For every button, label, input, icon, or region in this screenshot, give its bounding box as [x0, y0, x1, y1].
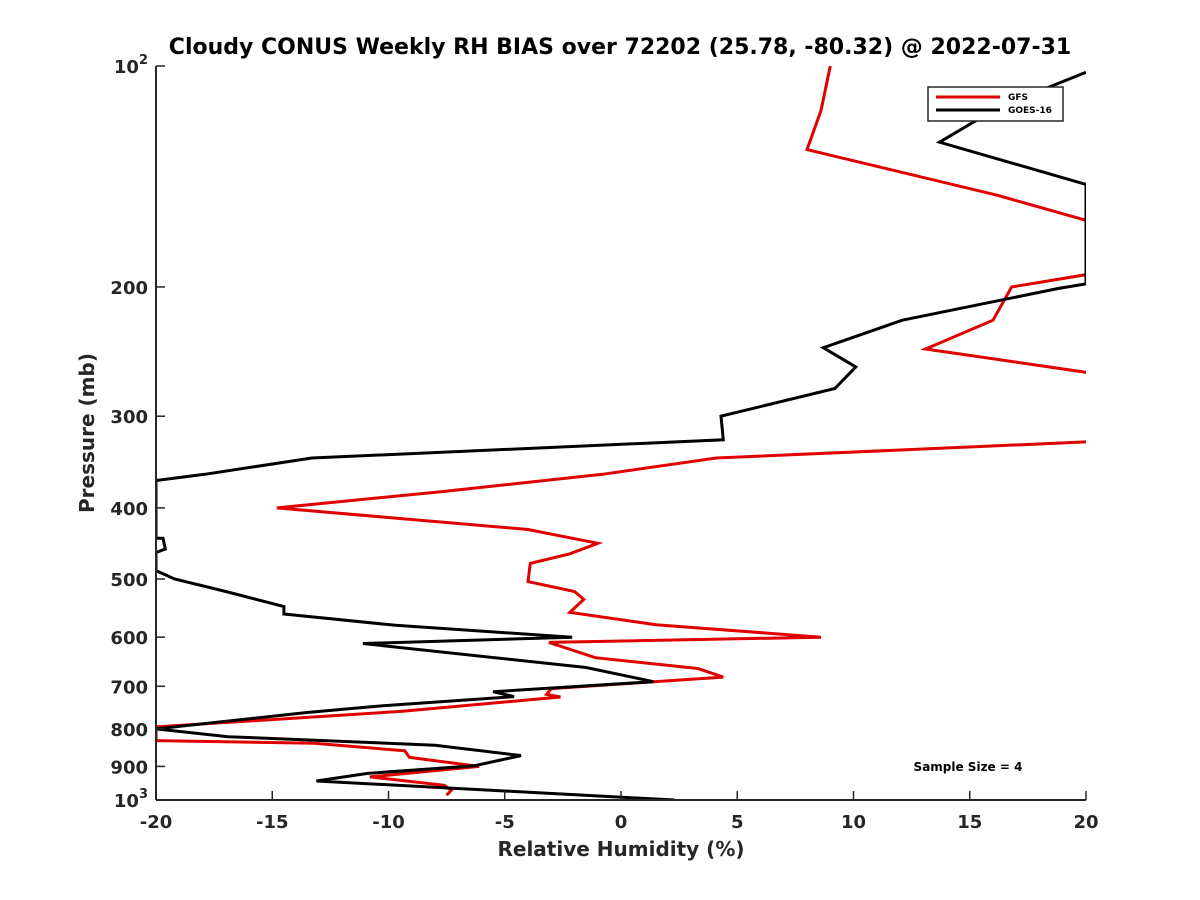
x-tick-label: 20 [1073, 812, 1098, 833]
x-tick-label: -10 [372, 812, 405, 833]
series-line-goes-16 [156, 70, 1086, 800]
x-tick-label: -15 [256, 812, 289, 833]
legend-label: GOES-16 [1008, 106, 1052, 116]
series-layer [156, 66, 1086, 800]
y-tick-label: 300 [110, 407, 148, 428]
x-tick-label: 0 [615, 812, 628, 833]
y-tick-exponent: 3 [139, 787, 148, 802]
x-tick-label: 5 [731, 812, 744, 833]
x-axis-label: Relative Humidity (%) [497, 837, 744, 861]
series-line-gfs [156, 66, 1086, 797]
y-tick-label: 103 [114, 787, 148, 812]
plot-frame [156, 66, 1086, 800]
x-tick-label: -5 [495, 812, 515, 833]
plot-area: -20 -15 -10 -5 0 5 10 15 20 10220030040050060070… [110, 53, 1098, 833]
x-tick-label: 15 [957, 812, 982, 833]
legend-label: GFS [1008, 93, 1028, 103]
y-axis-label: Pressure (mb) [75, 353, 99, 513]
y-tick-label: 600 [110, 628, 148, 649]
y-tick-label: 102 [114, 53, 148, 78]
chart-title: Cloudy CONUS Weekly RH BIAS over 72202 (… [169, 35, 1071, 60]
sample-size-annotation: Sample Size = 4 [914, 760, 1023, 774]
y-tick-label: 800 [110, 720, 148, 741]
y-tick-label: 700 [110, 677, 148, 698]
y-tick-label: 400 [110, 499, 148, 520]
y-tick-base: 10 [114, 791, 139, 812]
y-tick-exponent: 2 [139, 53, 148, 68]
y-tick-label: 500 [110, 570, 148, 591]
x-tick-label: -20 [140, 812, 173, 833]
y-tick-base: 10 [114, 57, 139, 78]
x-tick-label: 10 [841, 812, 866, 833]
y-tick-label: 900 [110, 757, 148, 778]
legend-box [927, 86, 1064, 122]
legend: GFS GOES-16 [927, 86, 1064, 122]
x-axis-ticks: -20 -15 -10 -5 0 5 10 15 20 [140, 791, 1099, 833]
y-tick-label: 200 [110, 278, 148, 299]
